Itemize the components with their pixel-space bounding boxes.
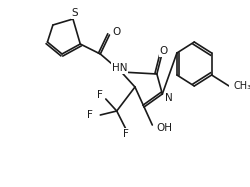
Text: O: O — [158, 46, 167, 56]
Text: HN: HN — [111, 63, 127, 73]
Text: OH: OH — [155, 123, 171, 133]
Text: F: F — [97, 90, 103, 100]
Text: S: S — [71, 8, 78, 18]
Text: CH₃: CH₃ — [233, 81, 250, 91]
Text: F: F — [122, 129, 128, 139]
Text: F: F — [87, 110, 93, 120]
Text: O: O — [112, 27, 120, 37]
Text: N: N — [164, 93, 172, 103]
